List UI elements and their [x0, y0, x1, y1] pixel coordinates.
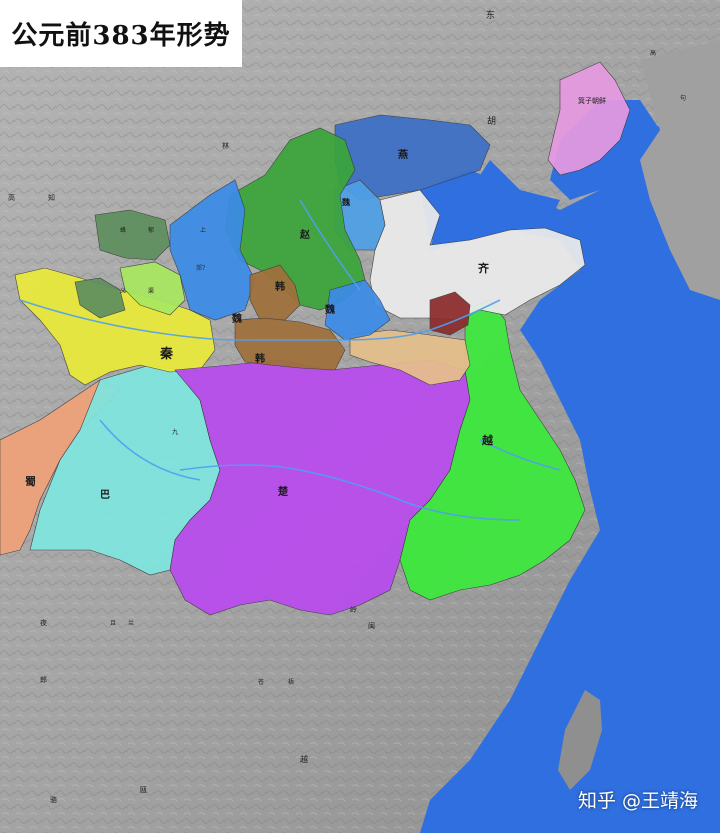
label-zhao: 赵: [299, 228, 311, 241]
label-shu: 蜀: [25, 475, 36, 488]
label-chu: 楚: [277, 485, 288, 498]
label-lan: 兰: [128, 619, 134, 627]
label-lin: 林: [222, 141, 229, 150]
label-ju: 句: [680, 94, 686, 102]
label-feng: 蜂: [120, 226, 126, 234]
label-gojoseon: 箕子朝鲜: [578, 96, 606, 105]
label-wei-zhongshan: 魏: [341, 197, 350, 207]
label-jiu: 九: [172, 428, 178, 436]
state-han-area: [249, 264, 301, 321]
label-gao2: 高: [650, 49, 656, 57]
label-ye: 夜: [40, 618, 47, 627]
state-baidi-area: [119, 261, 186, 316]
label-qi: 齐: [478, 261, 490, 275]
label-luo: 骆: [50, 795, 57, 804]
title-box: 公元前383年形势: [0, 0, 242, 67]
state-zhao-area: [224, 127, 366, 311]
label-shang: 上: [200, 226, 206, 234]
page-title: 公元前383年形势: [11, 21, 231, 51]
label-yue2: 越: [300, 754, 308, 764]
label-ling: 岭: [350, 605, 357, 614]
state-qi-area: [369, 189, 586, 321]
label-yue: 越: [481, 433, 494, 447]
sea-east: [420, 110, 720, 833]
label-wei-west: 魏: [231, 312, 242, 325]
state-gojoseon-area: [547, 61, 631, 176]
label-jiao: 郊?: [196, 264, 205, 272]
state-yiqu-small-area: [74, 277, 126, 319]
label-yan: 燕: [398, 148, 408, 161]
state-han-south-area: [234, 317, 346, 371]
state-labels: 秦 蜀 巴 楚 越 齐 燕 赵 魏 魏 韩 韩 魏 箕子朝鲜: [25, 96, 606, 501]
label-han-south: 韩: [255, 352, 265, 365]
label-hu: 胡: [487, 115, 496, 127]
label-wei-east: 魏: [324, 303, 335, 316]
label-cang: 苍: [258, 678, 264, 686]
label-ba: 巴: [100, 489, 110, 501]
label-yu1: 郁: [148, 226, 154, 234]
state-wei-east-area: [324, 279, 391, 341]
rivers: [19, 199, 561, 521]
state-yiqu-area: [94, 209, 171, 261]
label-qin: 秦: [159, 346, 174, 362]
region-labels: 东 胡 林 高 知 蜂 郁 上 郊? 义 渠 九 夜 郎 且 兰 苍 梧 越 岭…: [8, 9, 686, 804]
label-ou: 瓯: [140, 786, 147, 794]
label-han-north: 韩: [275, 280, 285, 293]
label-lang: 郎: [40, 675, 47, 684]
label-yi: 义: [120, 288, 126, 295]
island-taiwan: [558, 690, 602, 790]
label-wu: 梧: [288, 678, 294, 686]
state-yue-area: [399, 299, 586, 601]
korea-land: [640, 40, 720, 300]
label-min: 闽: [368, 622, 375, 630]
watermark: 知乎 @王靖海: [577, 790, 698, 812]
label-qie: 且: [110, 620, 116, 627]
sea-bohai: [420, 170, 560, 240]
label-gao: 高: [8, 193, 15, 202]
label-zhi: 知: [48, 193, 55, 202]
label-dong: 东: [486, 9, 495, 21]
label-qu: 渠: [148, 287, 154, 295]
